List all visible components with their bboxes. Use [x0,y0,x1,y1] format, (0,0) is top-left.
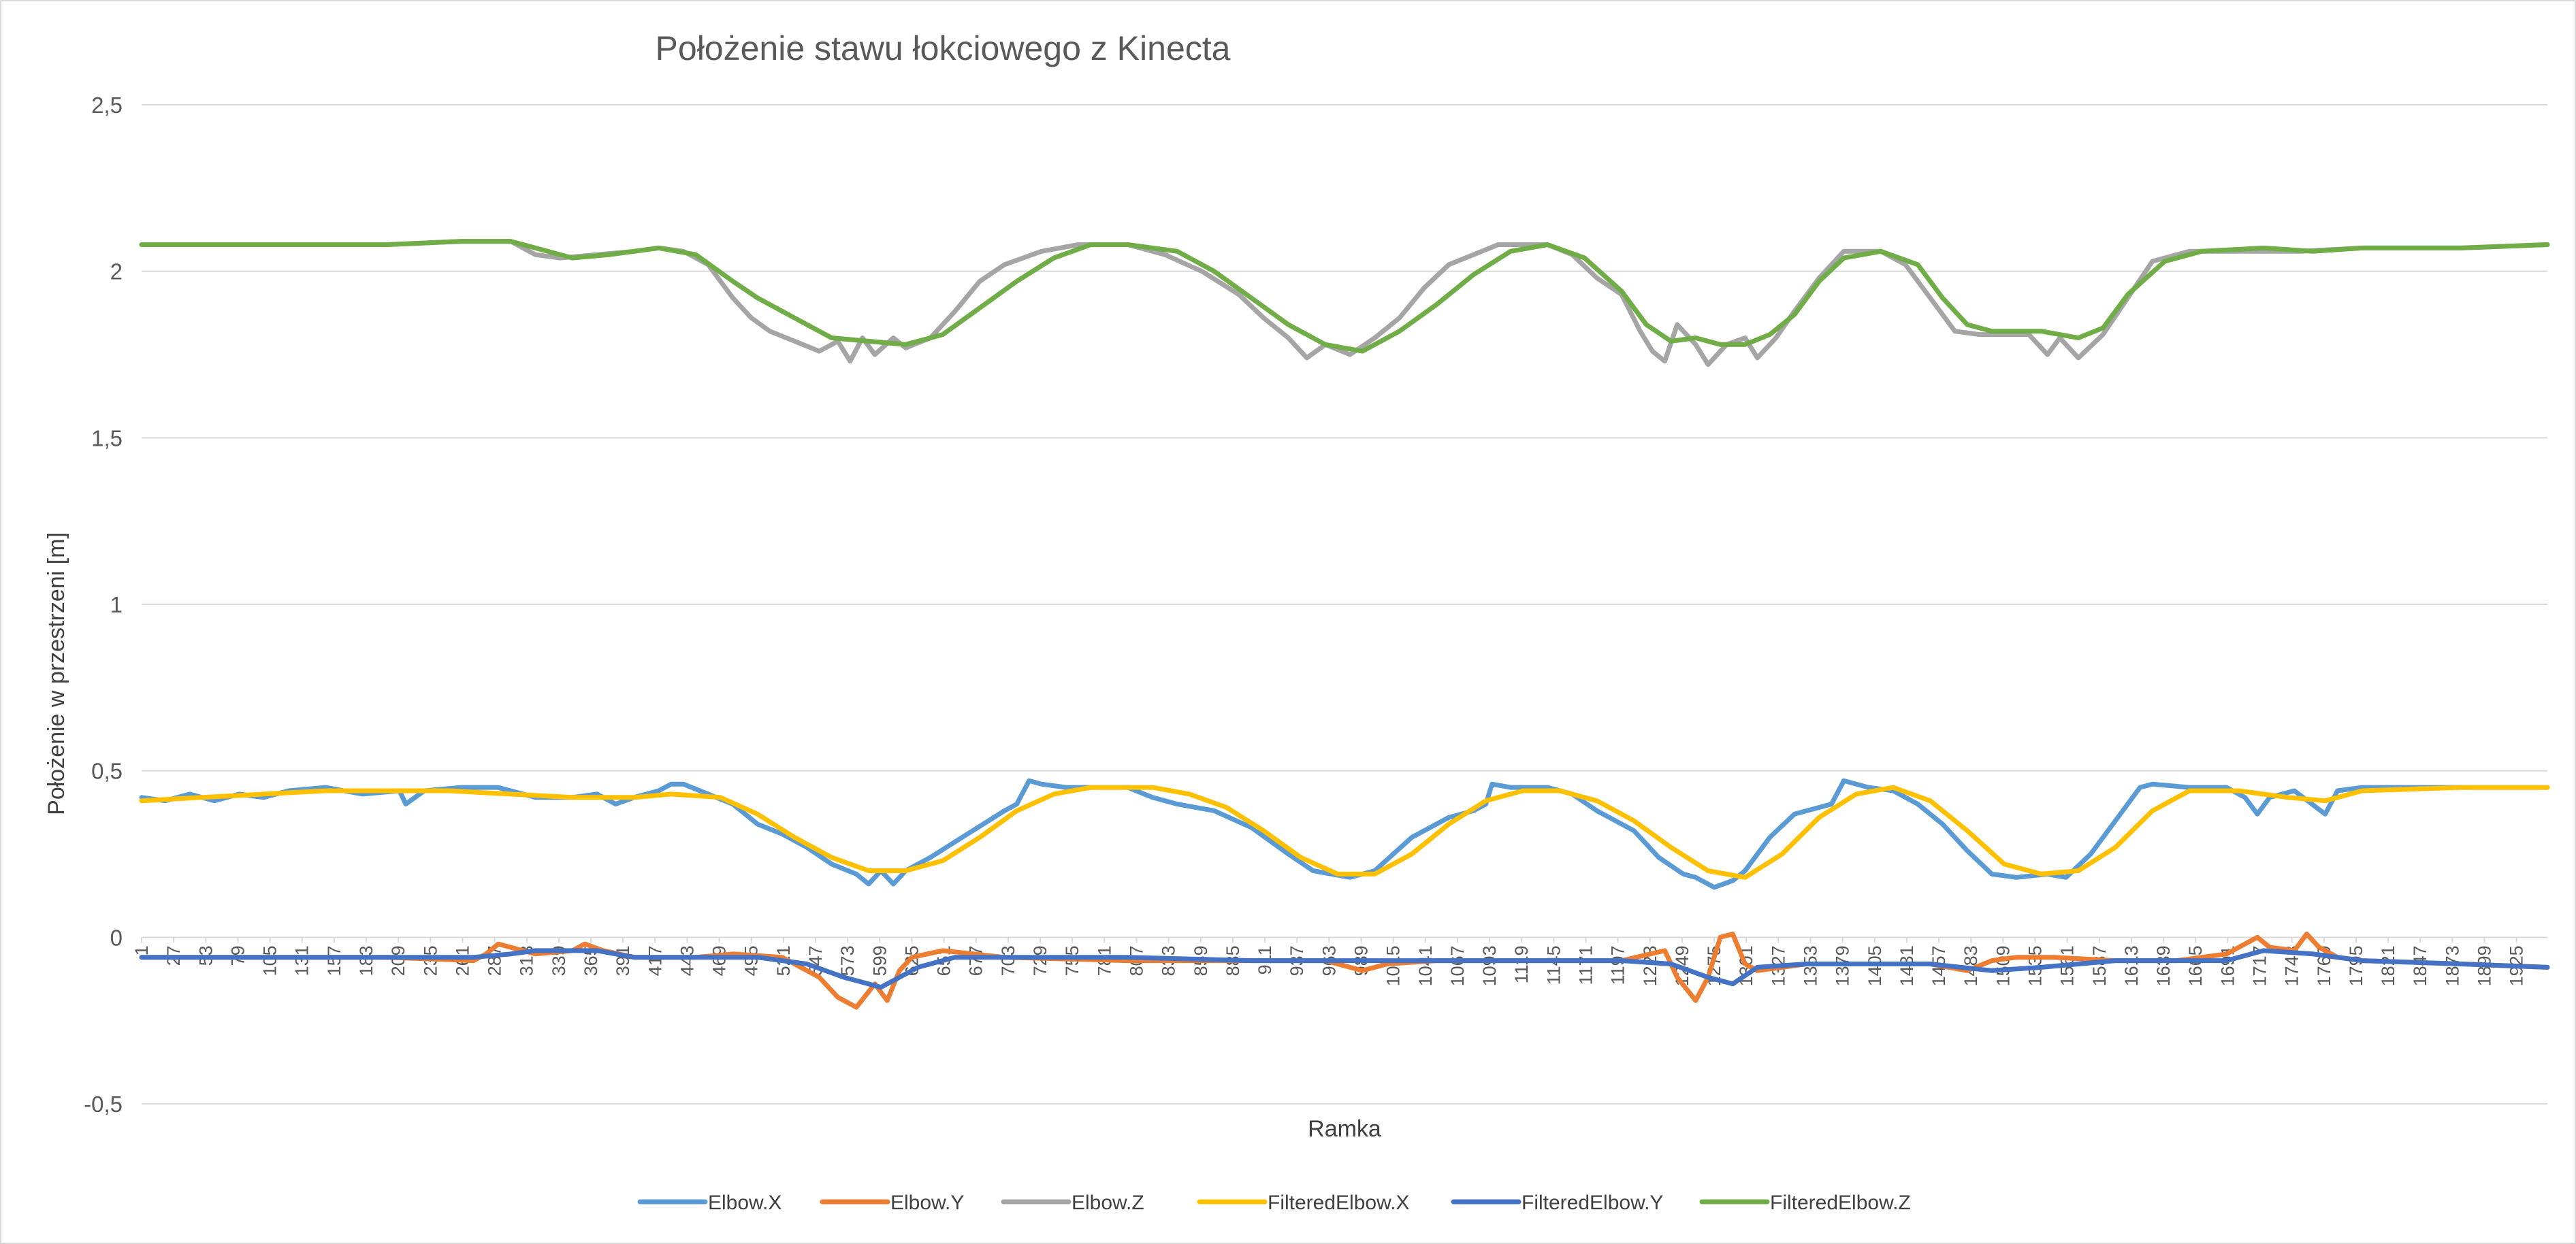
x-tick-label: 573 [837,945,858,976]
x-tick-label: 1119 [1511,945,1532,983]
x-tick-label: 1795 [2346,945,2366,986]
x-tick-label: 1041 [1415,945,1436,986]
x-tick-label: 1145 [1543,945,1564,985]
y-tick-label: 2,5 [91,93,123,118]
y-tick-label: 2 [110,259,123,284]
x-tick-label: 1509 [1993,945,2013,986]
y-tick-label: -0,5 [84,1092,123,1117]
y-tick-label: 1 [110,592,123,617]
x-tick-label: 1093 [1479,945,1500,986]
x-tick-label: 443 [677,945,697,976]
legend-label: Elbow.Y [890,1192,964,1214]
x-tick-label: 417 [645,945,665,976]
x-tick-label: 157 [324,945,344,976]
gridlines [142,104,2547,1104]
series-lines [139,239,2550,1010]
series-line-filteredelbow-z [139,239,2550,354]
legend-label: Elbow.X [708,1192,782,1214]
series-line-filteredelbow-y [139,948,2550,990]
x-tick-label: 1613 [2121,945,2142,986]
x-tick-label: 1067 [1447,945,1468,986]
series-line-elbow-z [139,239,2550,367]
legend-item: FilteredElbow.Z [1699,1192,1911,1214]
legend-item: Elbow.X [637,1192,782,1214]
x-tick-label: 677 [966,945,986,976]
x-tick-label: 183 [356,945,376,976]
legend-item: Elbow.Y [820,1192,964,1214]
legend-item: FilteredElbow.X [1197,1192,1409,1214]
x-tick-label: 391 [613,945,633,976]
legend: Elbow.X Elbow.Y Elbow.Z FilteredElbow.X Filt… [637,1192,1911,1214]
x-tick-label: 1821 [2378,945,2398,986]
chart-title: Położenie stawu łokciowego z Kinecta [656,29,1231,67]
y-tick-label: 1,5 [91,425,123,451]
y-axis-title: Położenie w przestrzeni [m] [44,532,69,815]
legend-item: Elbow.Z [1001,1192,1144,1214]
y-axis-ticks: -0,5 0 0,5 1 1,5 2 2,5 [84,93,123,1117]
x-tick-label: 105 [260,945,280,976]
y-tick-label: 0,5 [91,759,123,784]
x-tick-label: 1847 [2410,945,2430,986]
legend-label: Elbow.Z [1072,1192,1144,1214]
x-tick-label: 1171 [1575,945,1596,985]
series-line-filteredelbow-x [139,785,2550,880]
x-tick-label: 209 [388,945,408,976]
y-tick-label: 0 [110,925,123,950]
x-tick-label: 1 [131,945,152,955]
x-tick-label: 469 [709,945,730,976]
legend-label: FilteredElbow.Z [1770,1192,1911,1214]
x-tick-label: 1587 [2089,945,2110,986]
x-tick-label: 495 [741,945,762,976]
legend-label: FilteredElbow.Y [1522,1192,1663,1214]
x-tick-label: 703 [998,945,1018,976]
x-tick-label: 1665 [2185,945,2206,986]
x-tick-label: 1197 [1608,945,1628,985]
x-tick-label: 131 [292,945,312,976]
x-axis-title: Ramka [1308,1116,1381,1142]
x-tick-label: 599 [869,945,890,976]
x-tick-label: 1639 [2153,945,2174,986]
legend-label: FilteredElbow.X [1268,1192,1409,1214]
legend-item: FilteredElbow.Y [1451,1192,1663,1214]
